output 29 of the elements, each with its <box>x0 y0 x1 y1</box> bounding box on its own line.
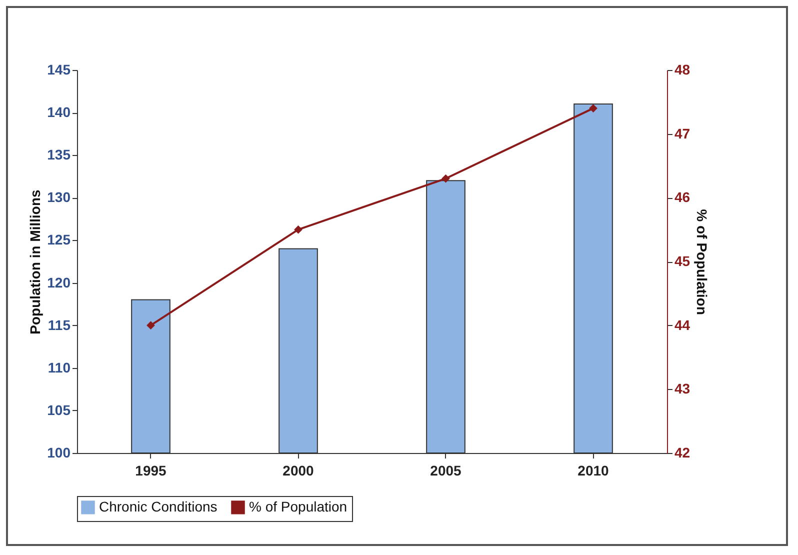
y2-tick-label: 44 <box>674 316 690 333</box>
y-tick-label: 130 <box>47 189 71 206</box>
y-tick-label: 135 <box>47 146 71 163</box>
legend-label: % of Population <box>249 498 348 514</box>
y-tick-label: 110 <box>48 359 71 376</box>
y2-tick-label: 43 <box>674 380 690 397</box>
y2-tick-label: 47 <box>674 125 690 142</box>
y-tick-label: 120 <box>47 274 71 290</box>
y2-tick-label: 48 <box>674 62 690 78</box>
x-tick-label: 2010 <box>578 462 610 478</box>
y-tick-label: 125 <box>47 232 71 248</box>
y-tick-label: 140 <box>47 104 71 120</box>
x-tick-label: 1995 <box>135 462 167 478</box>
point <box>589 104 598 112</box>
y2-tick-label: 45 <box>674 253 690 269</box>
y2-tick-label: 46 <box>674 189 690 206</box>
y-axis-title: Population in Millions <box>27 189 44 334</box>
point <box>146 321 155 330</box>
legend-label: Chronic Conditions <box>99 498 218 514</box>
y2-tick-label: 42 <box>674 444 690 460</box>
x-tick-label: 2005 <box>430 462 462 478</box>
x-tick-label: 2000 <box>282 462 314 478</box>
y2-axis-title: % of Population <box>694 209 710 315</box>
y-tick-label: 145 <box>47 62 71 78</box>
point <box>294 225 302 234</box>
y-tick-label: 105 <box>47 402 71 418</box>
y-tick-label: 100 <box>47 444 71 460</box>
y-tick-label: 115 <box>48 316 71 333</box>
point <box>442 174 450 183</box>
